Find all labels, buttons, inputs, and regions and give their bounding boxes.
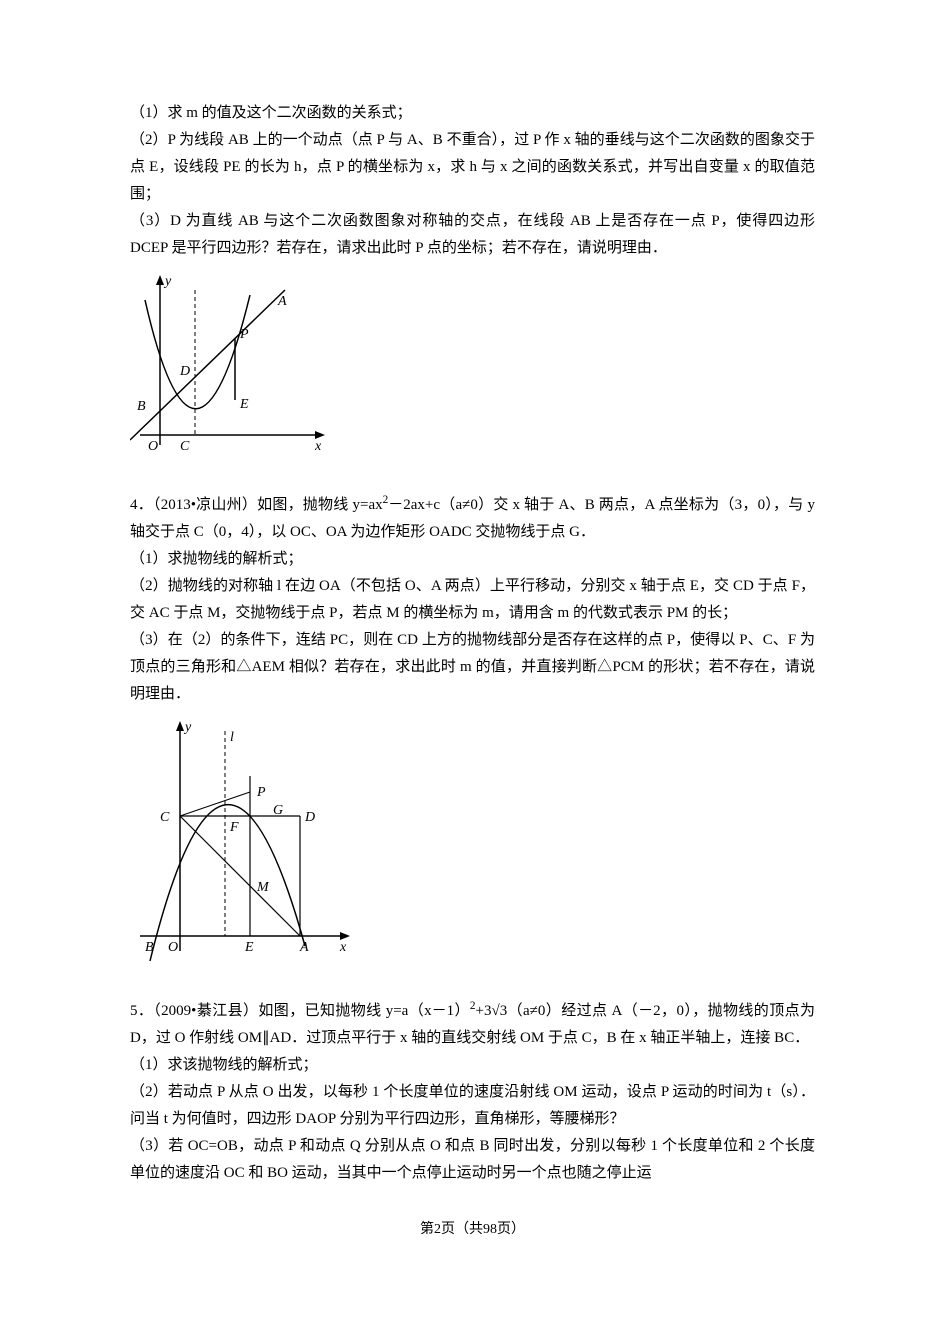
p3-figure: y x O A B C D P E — [130, 270, 815, 470]
p4-part1: （1）求抛物线的解析式； — [130, 546, 815, 573]
label-B: B — [137, 399, 146, 414]
p4-stem-prefix: 4．（2013•凉山州）如图，抛物线 y=ax — [130, 497, 383, 513]
p4-label-y: y — [183, 720, 192, 735]
p4-label-E: E — [244, 940, 254, 955]
label-D: D — [179, 364, 190, 379]
p5-stem-prefix: 5．（2009•綦江县）如图，已知抛物线 y=a（x－1） — [130, 1003, 470, 1019]
page-content: （1）求 m 的值及这个二次函数的关系式； （2）P 为线段 AB 上的一个动点… — [130, 100, 815, 1187]
label-x: x — [314, 439, 322, 454]
p4-label-F: F — [229, 820, 239, 835]
p4-label-A: A — [299, 940, 309, 955]
p4-stem: 4．（2013•凉山州）如图，抛物线 y=ax2－2ax+c（a≠0）交 x 轴… — [130, 490, 815, 546]
p3-part3: （3）D 为直线 AB 与这个二次函数图象对称轴的交点，在线段 AB 上是否存在… — [130, 208, 815, 262]
page-footer: 第2页（共98页） — [130, 1217, 815, 1242]
p4-figure: y x O l C D F P G M E A B — [130, 716, 815, 976]
p4-label-C: C — [160, 810, 170, 825]
p5-part3: （3）若 OC=OB，动点 P 和动点 Q 分别从点 O 和点 B 同时出发，分… — [130, 1133, 815, 1187]
p5-part2: （2）若动点 P 从点 O 出发，以每秒 1 个长度单位的速度沿射线 OM 运动… — [130, 1079, 815, 1133]
label-C: C — [180, 439, 190, 454]
label-y: y — [163, 274, 172, 289]
p4-label-l: l — [230, 730, 234, 745]
p4-label-P: P — [256, 785, 266, 800]
p4-label-M: M — [256, 880, 270, 895]
p5-part1: （1）求该抛物线的解析式； — [130, 1052, 815, 1079]
p4-label-O: O — [168, 940, 178, 955]
label-O: O — [148, 439, 158, 454]
p4-part2: （2）抛物线的对称轴 l 在边 OA（不包括 O、A 两点）上平行移动，分别交 … — [130, 573, 815, 627]
label-E: E — [239, 397, 249, 412]
p5-stem-sqrt: +3√3 — [476, 1003, 508, 1019]
p4-part3: （3）在（2）的条件下，连结 PC，则在 CD 上方的抛物线部分是否存在这样的点… — [130, 627, 815, 708]
p3-part1: （1）求 m 的值及这个二次函数的关系式； — [130, 100, 815, 127]
label-A: A — [277, 294, 287, 309]
p4-label-G: G — [273, 803, 283, 818]
p3-part2: （2）P 为线段 AB 上的一个动点（点 P 与 A、B 不重合），过 P 作 … — [130, 127, 815, 208]
p4-label-x: x — [339, 940, 347, 955]
p5-stem: 5．（2009•綦江县）如图，已知抛物线 y=a（x－1）2+3√3（a≠0）经… — [130, 996, 815, 1052]
label-P: P — [239, 327, 249, 342]
p4-label-B: B — [145, 940, 154, 955]
p4-label-D: D — [304, 810, 315, 825]
